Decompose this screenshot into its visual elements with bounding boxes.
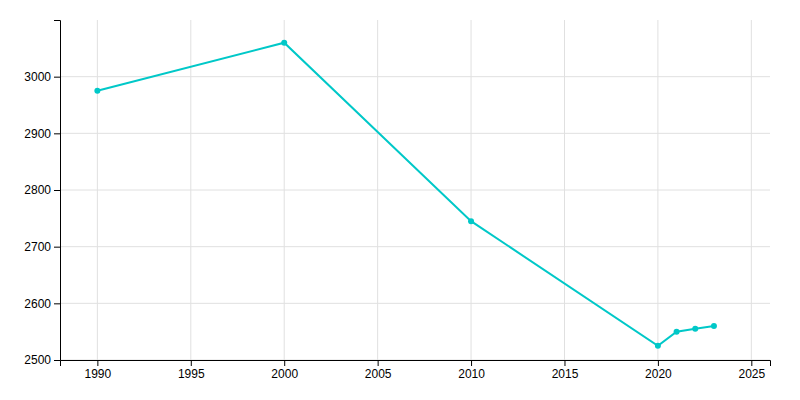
tick-label: 2500 (24, 353, 51, 367)
tick-label: 2600 (24, 297, 51, 311)
series (94, 40, 717, 349)
marker (711, 323, 717, 329)
tick: 2500 (24, 353, 60, 367)
tick: 2000 (271, 360, 298, 381)
x-axis: 1990 1995 2000 2005 2010 2015 2020 2025 (61, 360, 771, 381)
tick-mark (54, 77, 60, 78)
marker (655, 343, 661, 349)
tick-label: 2010 (458, 367, 485, 381)
tick: 3000 (24, 70, 60, 84)
tick-label: 1995 (178, 367, 205, 381)
marker (692, 326, 698, 332)
tick-label: 2900 (24, 127, 51, 141)
tick-mark (54, 133, 60, 134)
tick-label: 3000 (24, 70, 51, 84)
grid (60, 20, 770, 360)
axis-line (54, 21, 61, 361)
tick: 2025 (738, 360, 765, 381)
tick: 2020 (645, 360, 672, 381)
grid-line (60, 190, 770, 191)
tick-mark (658, 360, 659, 366)
tick: 2005 (365, 360, 392, 381)
tick-mark (54, 360, 60, 361)
grid-line (60, 246, 770, 247)
tick-label: 2005 (365, 367, 392, 381)
grid-line (60, 133, 770, 134)
tick: 1990 (85, 360, 112, 381)
marker (468, 218, 474, 224)
tick-mark (284, 360, 285, 366)
tick: 2010 (458, 360, 485, 381)
tick: 2800 (24, 183, 60, 197)
tick-label: 2020 (645, 367, 672, 381)
tick-label: 2015 (552, 367, 579, 381)
line (97, 43, 714, 346)
grid-line (60, 76, 770, 77)
tick-label: 2800 (24, 183, 51, 197)
tick-label: 1990 (85, 367, 112, 381)
tick-label: 2700 (24, 240, 51, 254)
tick-mark (378, 360, 379, 366)
tick-mark (97, 360, 98, 366)
axis-line (61, 361, 771, 367)
tick-mark (191, 360, 192, 366)
tick-mark (471, 360, 472, 366)
tick: 1995 (178, 360, 205, 381)
y-axis: 2500 2600 2700 2800 2900 3000 (24, 21, 60, 368)
tick: 2015 (552, 360, 579, 381)
tick: 2700 (24, 240, 60, 254)
marker (94, 88, 100, 94)
grid-line (60, 303, 770, 304)
tick-label: 2025 (738, 367, 765, 381)
marker (674, 329, 680, 335)
tick-mark (751, 360, 752, 366)
tick: 2600 (24, 297, 60, 311)
tick-mark (54, 190, 60, 191)
plot: 1990 1995 2000 2005 2010 2015 2020 2025 2500 2600… (24, 20, 770, 381)
marker (281, 40, 287, 46)
tick: 2900 (24, 127, 60, 141)
tick-mark (564, 360, 565, 366)
tick-mark (54, 303, 60, 304)
tick-label: 2000 (271, 367, 298, 381)
chart: 1990 1995 2000 2005 2010 2015 2020 2025 2500 2600… (0, 0, 800, 400)
tick-mark (54, 247, 60, 248)
